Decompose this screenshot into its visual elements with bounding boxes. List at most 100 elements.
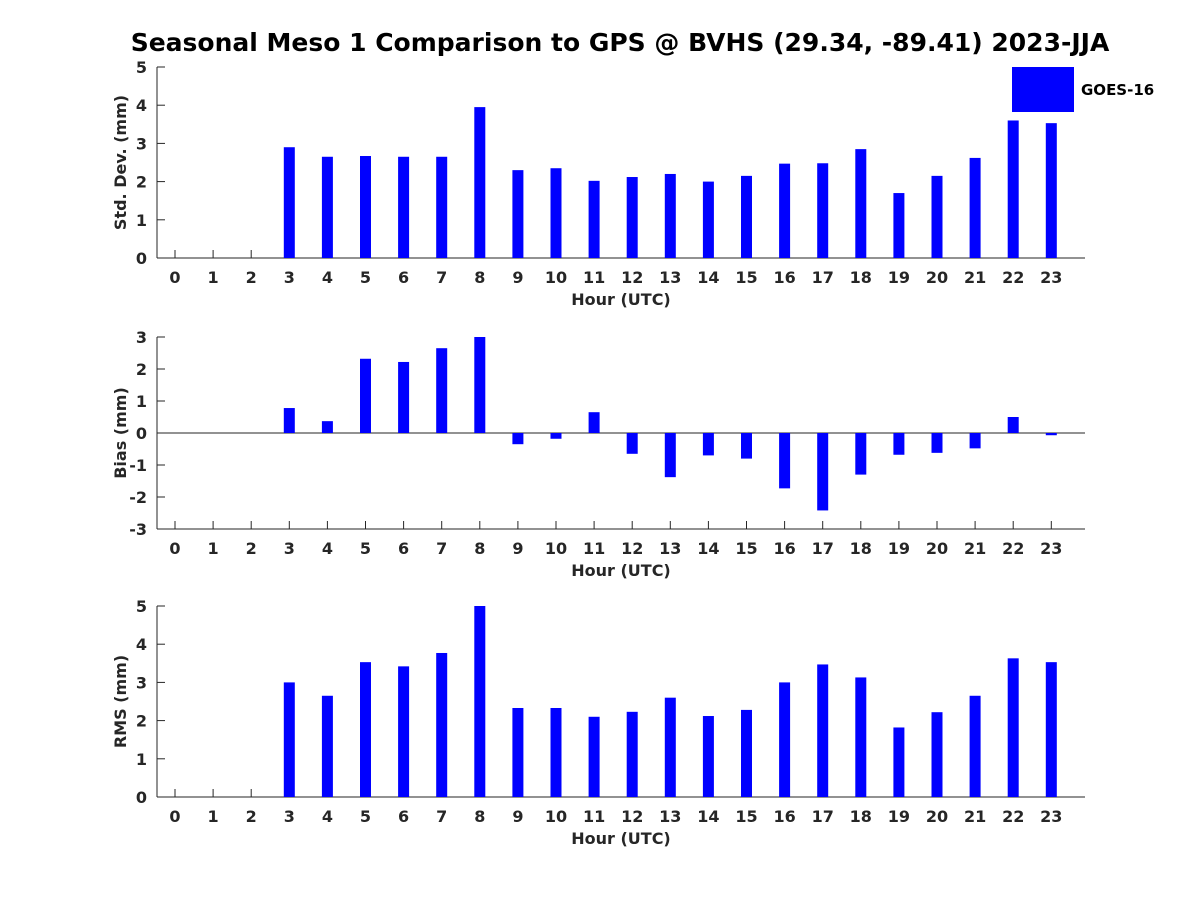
y-tick-label: 1 bbox=[136, 392, 147, 411]
bar-hour-5 bbox=[360, 156, 371, 258]
x-tick-label: 5 bbox=[360, 539, 371, 558]
bar-hour-6 bbox=[398, 666, 410, 797]
x-tick-label: 23 bbox=[1040, 539, 1062, 558]
x-tick-label: 13 bbox=[659, 268, 681, 287]
bar-hour-9 bbox=[512, 170, 524, 258]
bar-hour-19 bbox=[893, 433, 905, 455]
x-tick-label: 3 bbox=[284, 807, 295, 826]
x-tick-label: 7 bbox=[436, 539, 447, 558]
x-tick-label: 9 bbox=[512, 807, 523, 826]
x-tick-label: 16 bbox=[773, 539, 795, 558]
y-axis-label: RMS (mm) bbox=[111, 655, 130, 748]
y-tick-label: 4 bbox=[136, 96, 147, 115]
x-tick-label: 21 bbox=[964, 268, 986, 287]
x-tick-label: 6 bbox=[398, 539, 409, 558]
x-tick-label: 21 bbox=[964, 807, 986, 826]
bar-hour-18 bbox=[855, 677, 867, 797]
x-tick-label: 18 bbox=[850, 539, 872, 558]
x-tick-label: 10 bbox=[545, 268, 567, 287]
x-tick-label: 3 bbox=[284, 539, 295, 558]
bar-hour-3 bbox=[283, 408, 295, 433]
bar-hour-20 bbox=[931, 712, 943, 797]
bar-hour-17 bbox=[817, 664, 829, 797]
x-tick-label: 11 bbox=[583, 539, 605, 558]
bar-hour-23 bbox=[1045, 662, 1057, 797]
figure-title: Seasonal Meso 1 Comparison to GPS @ BVHS… bbox=[130, 28, 1110, 57]
legend-label: GOES-16 bbox=[1081, 81, 1154, 99]
x-tick-label: 18 bbox=[850, 807, 872, 826]
x-tick-label: 22 bbox=[1002, 268, 1024, 287]
bar-hour-6 bbox=[398, 156, 410, 258]
x-tick-label: 8 bbox=[474, 539, 485, 558]
x-tick-label: 19 bbox=[888, 807, 910, 826]
bar-hour-19 bbox=[893, 727, 905, 797]
x-axis-label: Hour (UTC) bbox=[571, 829, 671, 848]
bar-hour-16 bbox=[779, 163, 791, 258]
bar-hour-18 bbox=[855, 433, 867, 475]
bar-hour-18 bbox=[855, 149, 867, 258]
x-tick-label: 12 bbox=[621, 268, 643, 287]
x-tick-label: 7 bbox=[436, 268, 447, 287]
y-tick-label: -2 bbox=[129, 488, 147, 507]
x-tick-label: 2 bbox=[246, 539, 257, 558]
bar-hour-17 bbox=[817, 163, 829, 258]
bar-hour-15 bbox=[741, 175, 752, 258]
bar-hour-11 bbox=[588, 716, 600, 797]
x-tick-label: 7 bbox=[436, 807, 447, 826]
x-tick-label: 12 bbox=[621, 539, 643, 558]
bar-hour-16 bbox=[779, 433, 791, 489]
bar-hour-15 bbox=[741, 433, 752, 459]
x-tick-label: 10 bbox=[545, 807, 567, 826]
y-tick-label: 5 bbox=[136, 597, 147, 616]
x-tick-label: 20 bbox=[926, 268, 948, 287]
x-tick-label: 15 bbox=[735, 807, 757, 826]
x-tick-label: 1 bbox=[208, 807, 219, 826]
bar-hour-5 bbox=[360, 358, 371, 433]
y-tick-label: 5 bbox=[136, 58, 147, 77]
bar-hour-14 bbox=[702, 433, 714, 456]
x-tick-label: 13 bbox=[659, 807, 681, 826]
bar-hour-4 bbox=[321, 695, 333, 797]
x-axis-label: Hour (UTC) bbox=[571, 561, 671, 580]
x-tick-label: 11 bbox=[583, 807, 605, 826]
bar-hour-15 bbox=[741, 709, 752, 797]
x-tick-label: 19 bbox=[888, 268, 910, 287]
x-tick-label: 13 bbox=[659, 539, 681, 558]
x-tick-label: 1 bbox=[208, 539, 219, 558]
y-tick-label: 2 bbox=[136, 360, 147, 379]
bar-hour-11 bbox=[588, 180, 600, 258]
x-tick-label: 0 bbox=[169, 268, 180, 287]
x-tick-label: 16 bbox=[773, 268, 795, 287]
x-tick-label: 2 bbox=[246, 268, 257, 287]
bar-hour-4 bbox=[321, 156, 333, 258]
bar-hour-22 bbox=[1007, 658, 1019, 797]
x-tick-label: 17 bbox=[812, 807, 834, 826]
bar-hour-16 bbox=[779, 682, 791, 797]
bar-hour-14 bbox=[702, 181, 714, 258]
x-tick-label: 9 bbox=[512, 268, 523, 287]
bar-hour-17 bbox=[817, 433, 829, 511]
y-axis-label: Std. Dev. (mm) bbox=[111, 95, 130, 230]
y-tick-label: 2 bbox=[136, 173, 147, 192]
x-tick-label: 22 bbox=[1002, 539, 1024, 558]
x-tick-label: 6 bbox=[398, 807, 409, 826]
bar-hour-20 bbox=[931, 175, 943, 258]
bar-hour-23 bbox=[1045, 433, 1057, 436]
x-tick-label: 9 bbox=[512, 539, 523, 558]
bar-hour-3 bbox=[283, 682, 295, 797]
x-tick-label: 11 bbox=[583, 268, 605, 287]
x-tick-label: 16 bbox=[773, 807, 795, 826]
bar-hour-7 bbox=[436, 156, 448, 258]
y-tick-label: 0 bbox=[136, 788, 147, 807]
bar-hour-12 bbox=[626, 177, 638, 258]
x-tick-label: 0 bbox=[169, 807, 180, 826]
x-tick-label: 2 bbox=[246, 807, 257, 826]
bar-hour-8 bbox=[474, 107, 486, 258]
bar-hour-5 bbox=[360, 662, 371, 797]
x-axis-label: Hour (UTC) bbox=[571, 290, 671, 309]
x-tick-label: 19 bbox=[888, 539, 910, 558]
x-tick-label: 3 bbox=[284, 268, 295, 287]
x-tick-label: 8 bbox=[474, 268, 485, 287]
x-tick-label: 0 bbox=[169, 539, 180, 558]
